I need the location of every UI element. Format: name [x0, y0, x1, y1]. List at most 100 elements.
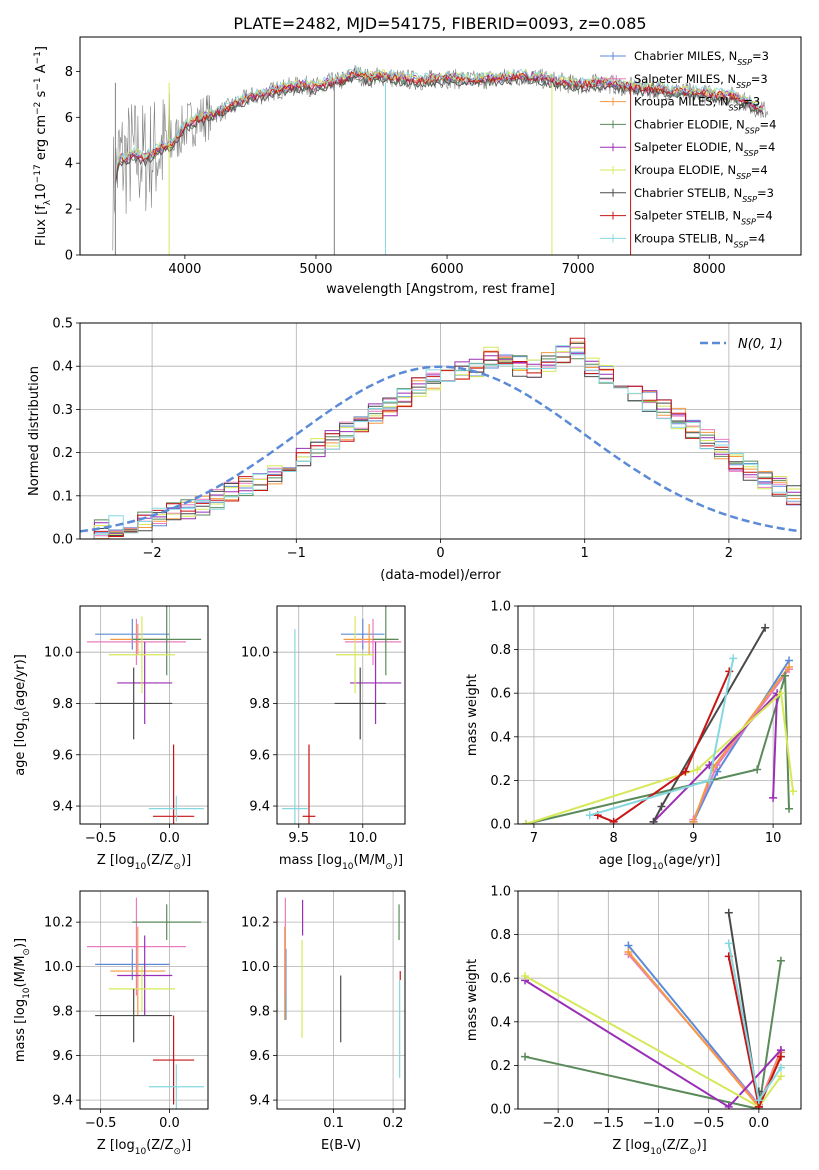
spectrum-series	[112, 64, 769, 255]
tick-label-x: 8	[610, 831, 618, 846]
legend-label-end: =4	[751, 163, 768, 177]
weight-marker-kroupa_elodie	[521, 820, 530, 824]
tick-label-y: 0.8	[490, 643, 511, 658]
tick-label-x: 0	[436, 546, 444, 561]
tick-label-x: 1	[581, 546, 589, 561]
legend-label-main: Chabrier MILES, N	[634, 49, 737, 63]
weight_vs_z-xlabel: Z [log10(Z/Z⊙)]	[612, 1138, 706, 1157]
tick-label-y: 10.0	[44, 646, 73, 661]
tick-label-x: 0.0	[749, 1116, 770, 1131]
legend-label-end: =3	[751, 72, 768, 86]
legend-normal-label: N(0, 1)	[738, 337, 783, 352]
tick-label-y: 0.4	[490, 1015, 511, 1030]
age_vs_mass-points	[282, 606, 402, 824]
model-line-chabrier_elodie	[114, 73, 764, 185]
weight-line-salpeter_stelib	[597, 670, 731, 823]
legend-label-main: Salpeter MILES, N	[634, 72, 736, 86]
histogram-salpeter_miles	[80, 346, 801, 539]
normal-curve	[80, 365, 801, 533]
xlabel-part: 10	[342, 862, 354, 872]
spectrum-xlabel: wavelength [Angstrom, rest frame]	[326, 282, 555, 297]
xlabel-part: 10	[650, 1147, 662, 1157]
legend-label-main: Salpeter ELODIE, N	[634, 140, 744, 154]
spectrum-axes: 4000 5000 6000 7000 8000 0 2 4 6 8	[65, 65, 726, 277]
tick-label-y: 2	[65, 203, 73, 218]
weight-marker-kroupa_stelib	[754, 1096, 763, 1105]
weight-marker-salpeter_elodie	[724, 1102, 733, 1109]
tick-label-y: 9.6	[249, 1049, 270, 1064]
xlabel-part: 10	[135, 862, 147, 872]
tick-label-x: 5000	[299, 262, 332, 277]
xlabel-part: 10	[652, 862, 664, 872]
tick-label-y: 0.2	[490, 1059, 511, 1074]
tick-label-x: 9.5	[288, 831, 309, 846]
tick-label-y: 0.2	[52, 446, 73, 461]
tick-label-x: 4000	[168, 262, 201, 277]
legend-label-salpeter_elodie: Salpeter ELODIE, NSSP=4	[634, 140, 775, 158]
model-line-chabrier_stelib	[114, 75, 764, 186]
mass_vs_z-points	[86, 897, 204, 1109]
weight-marker-chabrier_elodie	[781, 671, 790, 680]
tick-label-x: 0.0	[159, 831, 180, 846]
legend-label-main: Kroupa STELIB, N	[634, 231, 734, 245]
tick-label-x: 9	[689, 831, 697, 846]
ylabel-part: −2	[33, 102, 43, 115]
legend-label-salpeter_stelib: Salpeter STELIB, NSSP=4	[634, 209, 773, 227]
weight-line-chabrier_elodie	[524, 960, 782, 1109]
xlabel-part: (M/M	[354, 853, 386, 868]
weight-marker-kroupa_stelib	[705, 776, 714, 785]
tick-label-x: 7	[530, 831, 538, 846]
tick-label-y: 9.6	[52, 748, 73, 763]
mass_vs_ebv-frame	[276, 890, 406, 1110]
tick-label-x: 0.0	[159, 1116, 180, 1131]
tick-label-x: 6000	[431, 262, 464, 277]
tick-label-y: 0.5	[52, 317, 73, 332]
mass_vs_ebv-points	[284, 897, 401, 1078]
legend-label-sub: SSP	[736, 80, 751, 89]
ylabel-part: (age/yr)]	[13, 654, 28, 711]
weight-line-chabrier_miles	[627, 944, 782, 1107]
tick-label-x: 8000	[693, 262, 726, 277]
mass_vs_z-ylabel: mass [log10(M/M⊙)]	[13, 938, 32, 1062]
weight_vs_age-series	[521, 623, 798, 824]
tick-label-y: 0.0	[490, 818, 511, 833]
tick-label-y: 0.0	[52, 533, 73, 548]
tick-label-y: 10.2	[44, 916, 73, 931]
age_vs_mass-frame	[276, 605, 406, 825]
legend-label-end: =4	[756, 209, 773, 223]
weight-marker-chabrier_stelib	[724, 908, 733, 917]
xlabel-part: (age/yr)]	[663, 853, 720, 868]
legend-label-end: =3	[752, 49, 769, 63]
weight_vs_z-ylabel: mass weight	[465, 959, 480, 1041]
weight-marker-kroupa_elodie	[776, 1072, 785, 1081]
ylabel-part: age [log	[13, 723, 28, 776]
weight_vs_z-frame	[517, 890, 802, 1110]
legend-label-main: Kroupa ELODIE, N	[634, 163, 736, 177]
tick-label-x: −0.5	[85, 831, 117, 846]
tick-label-y: 0.4	[490, 730, 511, 745]
legend-label-sub: SSP	[736, 172, 751, 181]
tick-label-x: 7000	[562, 262, 595, 277]
xlabel-part: (Z/Z	[662, 1138, 689, 1153]
weight-line-chabrier_elodie	[525, 675, 790, 824]
ylabel-part: erg cm	[34, 115, 49, 164]
ylabel-part: 10	[34, 183, 49, 200]
legend-label-main: Chabrier STELIB, N	[634, 186, 742, 200]
legend-label-main: Kroupa MILES, N	[634, 95, 729, 109]
mass_vs_z-axes: −0.5 0.0 9.4 9.6 9.8 10.0 10.2	[44, 891, 208, 1131]
spectrum-frame	[79, 36, 802, 256]
weight-marker-salpeter_stelib	[776, 1052, 785, 1061]
tick-label-y: 9.6	[52, 1049, 73, 1064]
tick-label-x: 10.0	[348, 831, 377, 846]
tick-label-y: 1.0	[490, 600, 511, 615]
weight-marker-salpeter_stelib	[681, 767, 690, 776]
weight-line-salpeter_elodie	[652, 690, 779, 823]
xlabel-part: E(B-V)	[321, 1138, 361, 1153]
weight_vs_z-series	[521, 908, 785, 1109]
weight-marker-kroupa_miles	[785, 663, 794, 672]
tick-label-y: 0.0	[490, 1103, 511, 1118]
legend-label-kroupa_elodie: Kroupa ELODIE, NSSP=4	[634, 163, 768, 181]
xlabel-part: Z [log	[97, 1138, 135, 1153]
legend-label-sub: SSP	[737, 58, 752, 67]
